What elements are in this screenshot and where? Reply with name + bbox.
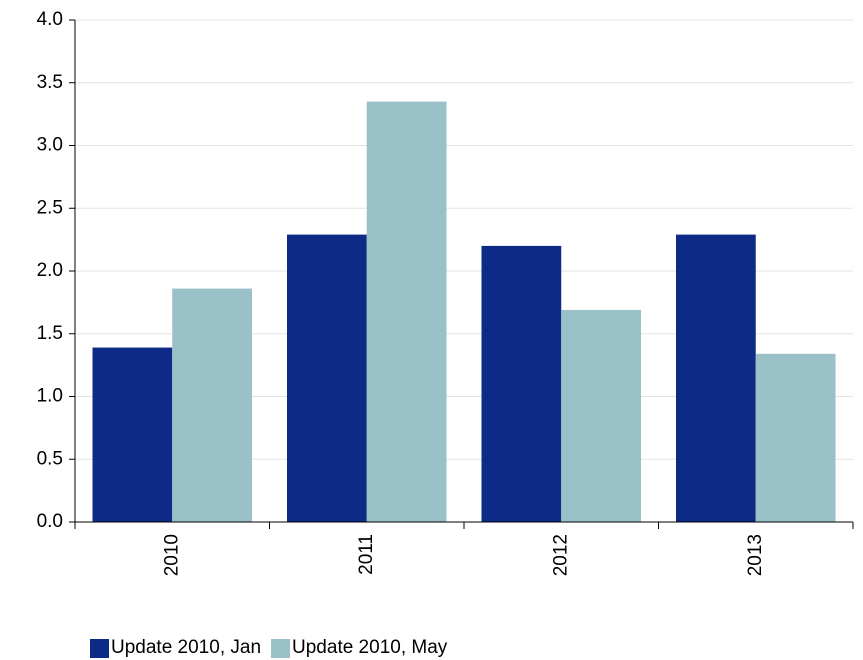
x-tick-label: 2012: [550, 534, 571, 576]
y-tick-label: 2.5: [37, 197, 63, 218]
bar: [561, 309, 641, 522]
y-tick-label: 1.0: [37, 386, 63, 407]
y-tick-label: 3.0: [37, 135, 63, 156]
y-tick-label: 3.5: [37, 72, 63, 93]
x-tick-label: 2013: [745, 534, 766, 576]
legend-label: Update 2010, Jan: [111, 637, 261, 658]
bar: [481, 245, 562, 522]
y-tick-label: 2.0: [37, 260, 63, 281]
bar: [676, 234, 756, 523]
y-tick-label: 0.0: [37, 511, 63, 532]
legend-label: Update 2010, May: [292, 637, 448, 658]
bar: [172, 288, 252, 522]
bar: [366, 101, 447, 522]
legend-swatch: [90, 639, 109, 658]
bar: [755, 353, 836, 522]
y-tick-label: 4.0: [37, 9, 63, 30]
x-tick-label: 2010: [161, 534, 182, 576]
bar: [92, 347, 173, 522]
bar: [287, 234, 367, 523]
y-tick-label: 0.5: [37, 448, 63, 469]
legend-swatch: [271, 639, 291, 658]
y-tick-label: 1.5: [37, 323, 63, 344]
x-tick-label: 2011: [356, 534, 377, 575]
